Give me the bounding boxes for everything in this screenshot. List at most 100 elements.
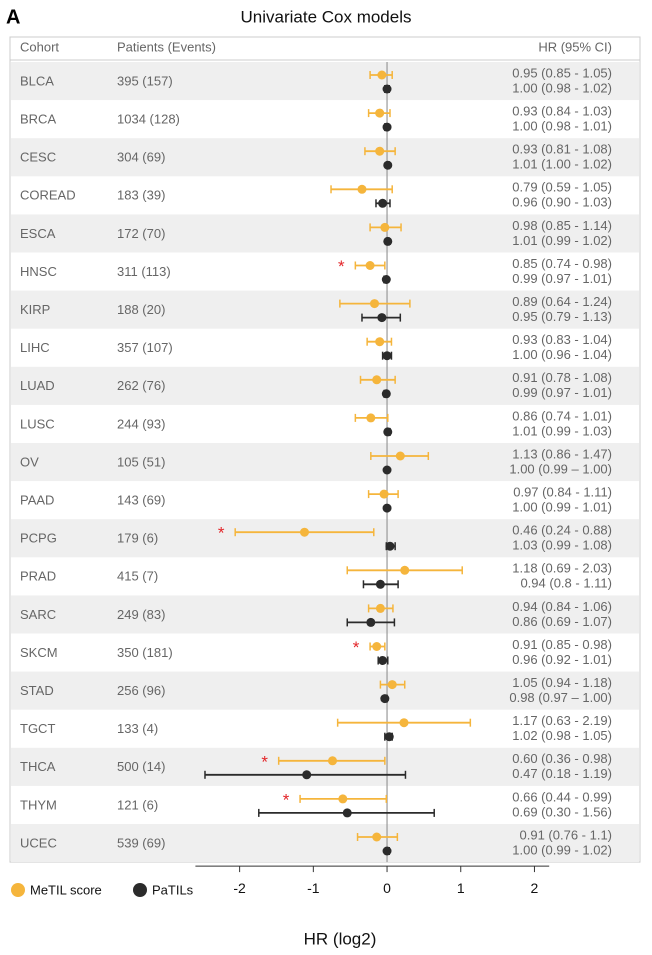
hr-label: 0.93 (0.84 - 1.03) [512, 104, 612, 119]
point-estimate [365, 261, 375, 270]
hr-label: 0.79 (0.59 - 1.05) [512, 180, 612, 195]
hr-label: 1.00 (0.98 - 1.02) [512, 80, 612, 95]
row-band [11, 214, 639, 253]
point-estimate [375, 579, 385, 589]
cohort-label: LUSC [20, 416, 55, 431]
point-estimate [387, 680, 397, 690]
hr-label: 0.93 (0.83 - 1.04) [512, 332, 612, 347]
hr-label: 0.66 (0.44 - 0.99) [512, 789, 612, 804]
point-estimate [327, 756, 337, 766]
point-estimate [375, 108, 385, 118]
point-estimate [342, 808, 352, 818]
significance-mark: * [218, 524, 225, 543]
legend-swatch [133, 883, 147, 897]
point-estimate [399, 718, 409, 728]
hr-label: 1.00 (0.99 – 1.00) [509, 461, 612, 476]
cohort-label: HNSC [20, 264, 57, 279]
patients-label: 121 (6) [117, 797, 158, 812]
patients-label: 304 (69) [117, 150, 165, 165]
cohort-label: THCA [20, 759, 56, 774]
hr-label: 0.97 (0.84 - 1.11) [513, 485, 612, 500]
point-estimate [372, 375, 382, 385]
cohort-label: ESCA [20, 226, 56, 241]
patients-label: 105 (51) [117, 454, 165, 469]
point-estimate [382, 351, 392, 361]
patients-label: 395 (157) [117, 73, 173, 88]
hr-label: 0.46 (0.24 - 0.88) [512, 523, 612, 538]
point-estimate [378, 656, 388, 665]
cohort-label: TGCT [20, 721, 55, 736]
point-estimate [370, 299, 380, 309]
point-estimate [385, 541, 395, 551]
point-estimate [378, 198, 388, 208]
point-estimate [384, 732, 394, 742]
row-band [11, 824, 639, 863]
patients-label: 357 (107) [117, 340, 173, 355]
row-band [11, 519, 639, 558]
point-estimate [395, 451, 405, 461]
row-band [11, 290, 639, 329]
cohort-label: CESC [20, 150, 56, 165]
patients-label: 179 (6) [117, 531, 158, 546]
point-estimate [379, 489, 389, 499]
x-tick-label: -1 [307, 880, 320, 896]
cohort-label: UCEC [20, 835, 57, 850]
cohort-label: BRCA [20, 112, 56, 127]
cohort-label: SKCM [20, 645, 58, 660]
panel-label: A [6, 6, 20, 28]
hr-label: 1.01 (0.99 - 1.02) [512, 233, 612, 248]
cohort-label: STAD [20, 683, 54, 698]
column-header: Cohort [20, 39, 59, 54]
patients-label: 249 (83) [117, 607, 165, 622]
hr-label: 1.01 (0.99 - 1.03) [512, 423, 612, 438]
point-estimate [400, 565, 410, 575]
x-tick-label: 0 [383, 880, 391, 896]
row-band [11, 138, 639, 177]
hr-label: 1.01 (1.00 - 1.02) [512, 157, 612, 172]
hr-label: 1.02 (0.98 - 1.05) [512, 728, 612, 743]
cohort-label: OV [20, 454, 39, 469]
patients-label: 256 (96) [117, 683, 165, 698]
significance-mark: * [261, 752, 268, 771]
point-estimate [366, 413, 376, 423]
hr-label: 0.94 (0.8 - 1.11) [520, 576, 612, 591]
hr-label: 0.96 (0.92 - 1.01) [512, 652, 612, 667]
point-estimate [372, 832, 382, 842]
x-tick-label: 2 [531, 880, 539, 896]
hr-label: 0.91 (0.76 - 1.1) [520, 827, 613, 842]
hr-label: 1.05 (0.94 - 1.18) [512, 675, 612, 690]
column-header: HR (95% CI) [538, 39, 612, 54]
hr-label: 0.60 (0.36 - 0.98) [512, 751, 612, 766]
point-estimate [381, 275, 391, 284]
legend-swatch [11, 883, 25, 897]
patients-label: 133 (4) [117, 721, 158, 736]
hr-label: 1.00 (0.96 - 1.04) [512, 347, 612, 362]
point-estimate [383, 160, 393, 170]
significance-mark: * [353, 638, 360, 657]
point-estimate [299, 527, 309, 537]
patients-label: 311 (113) [117, 264, 171, 279]
legend-label: MeTIL score [30, 882, 102, 897]
cohort-label: SARC [20, 607, 56, 622]
point-estimate [382, 846, 392, 856]
point-estimate [372, 642, 382, 651]
patients-label: 415 (7) [117, 569, 158, 584]
point-estimate [381, 389, 391, 399]
point-estimate [366, 617, 376, 627]
point-estimate [382, 84, 392, 94]
patients-label: 350 (181) [117, 645, 173, 660]
row-band [11, 62, 639, 101]
hr-label: 0.69 (0.30 - 1.56) [512, 804, 612, 819]
hr-label: 0.85 (0.74 - 0.98) [512, 256, 612, 271]
point-estimate [382, 465, 392, 475]
point-estimate [377, 70, 387, 80]
significance-mark: * [283, 790, 290, 809]
point-estimate [338, 794, 348, 804]
row-band [11, 366, 639, 405]
row-band [11, 747, 639, 786]
point-estimate [380, 694, 390, 704]
row-band [11, 671, 639, 710]
cohort-label: BLCA [20, 73, 54, 88]
hr-label: 1.17 (0.63 - 2.19) [512, 713, 612, 728]
